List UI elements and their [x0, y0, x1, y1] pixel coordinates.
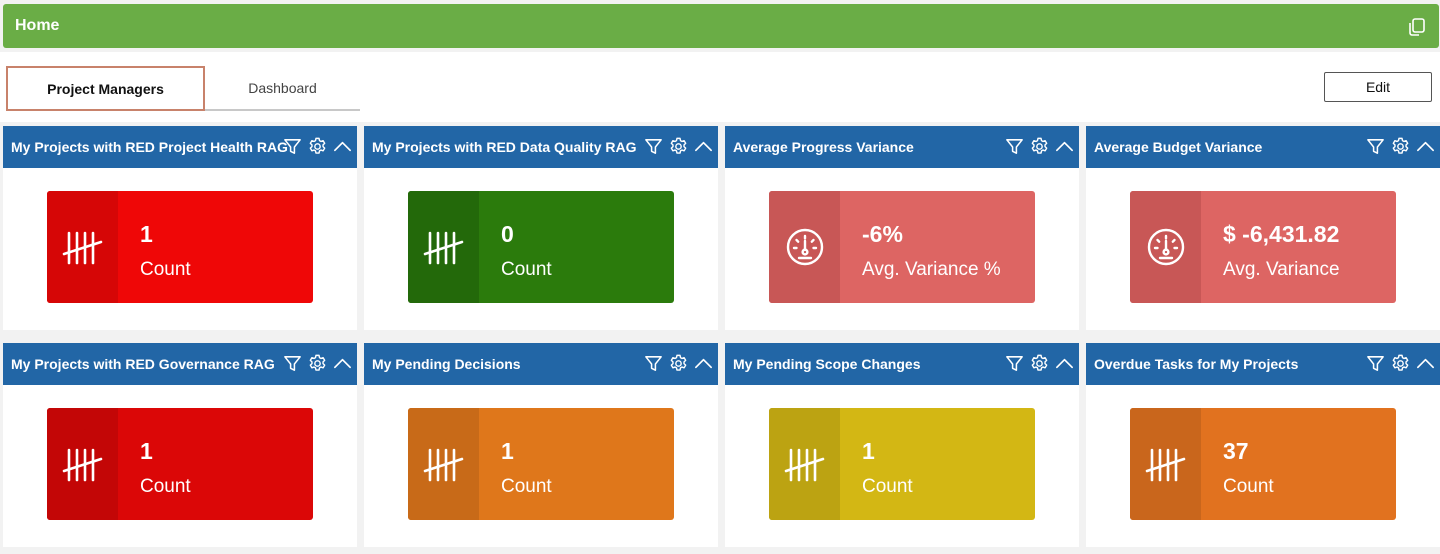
card-header-actions	[643, 353, 714, 375]
kpi-label: Count	[140, 476, 191, 497]
gear-icon[interactable]	[1390, 353, 1411, 374]
tally-icon	[408, 408, 479, 520]
card-title: Average Budget Variance	[1094, 139, 1263, 155]
tally-icon	[47, 191, 118, 303]
kpi-tile[interactable]: 0 Count	[408, 191, 674, 303]
gear-icon[interactable]	[307, 353, 328, 374]
card-header-actions	[1004, 136, 1075, 158]
copy-icon[interactable]	[1407, 17, 1427, 37]
gear-icon[interactable]	[1390, 136, 1411, 157]
card-budget-variance: Average Budget Variance $ -6,431.82 Avg.…	[1086, 126, 1440, 330]
gauge-icon	[769, 191, 840, 303]
kpi-value: $ -6,431.82	[1223, 221, 1340, 247]
gear-icon[interactable]	[668, 353, 689, 374]
card-header-actions	[282, 353, 353, 375]
card-progress-variance: Average Progress Variance -6% Avg. Varia…	[725, 126, 1079, 330]
card-title: My Pending Decisions	[372, 356, 521, 372]
kpi-value: 37	[1223, 438, 1249, 464]
filter-icon[interactable]	[643, 353, 664, 374]
kpi-label: Avg. Variance	[1223, 259, 1340, 280]
card-governance-rag: My Projects with RED Governance RAG 1 Co…	[3, 343, 357, 547]
card-header: Average Budget Variance	[1086, 126, 1440, 168]
kpi-tile[interactable]: 1 Count	[47, 408, 313, 520]
filter-icon[interactable]	[1004, 136, 1025, 157]
tally-icon	[769, 408, 840, 520]
card-project-health-rag: My Projects with RED Project Health RAG …	[3, 126, 357, 330]
card-title: Average Progress Variance	[733, 139, 914, 155]
tally-icon	[408, 191, 479, 303]
card-header: Average Progress Variance	[725, 126, 1079, 168]
card-header: My Projects with RED Governance RAG	[3, 343, 357, 385]
kpi-tile[interactable]: 1 Count	[47, 191, 313, 303]
card-header: Overdue Tasks for My Projects	[1086, 343, 1440, 385]
kpi-value: 0	[501, 221, 514, 247]
kpi-label: Count	[501, 259, 552, 280]
top-bar: Home	[3, 4, 1439, 48]
kpi-tile[interactable]: 1 Count	[408, 408, 674, 520]
card-pending-scope-changes: My Pending Scope Changes 1 Count	[725, 343, 1079, 547]
filter-icon[interactable]	[282, 136, 303, 157]
tally-icon	[47, 408, 118, 520]
chevron-up-icon[interactable]	[1415, 353, 1436, 374]
card-header: My Projects with RED Project Health RAG	[3, 126, 357, 168]
gear-icon[interactable]	[307, 136, 328, 157]
filter-icon[interactable]	[643, 136, 664, 157]
chevron-up-icon[interactable]	[693, 353, 714, 374]
kpi-value: 1	[140, 438, 153, 464]
filter-icon[interactable]	[1004, 353, 1025, 374]
card-overdue-tasks: Overdue Tasks for My Projects 37 Count	[1086, 343, 1440, 547]
tally-icon	[1130, 408, 1201, 520]
card-header: My Pending Decisions	[364, 343, 718, 385]
gear-icon[interactable]	[1029, 136, 1050, 157]
chevron-up-icon[interactable]	[1054, 136, 1075, 157]
kpi-tile[interactable]: 1 Count	[769, 408, 1035, 520]
card-title: My Pending Scope Changes	[733, 356, 921, 372]
kpi-value: 1	[501, 438, 514, 464]
card-title: My Projects with RED Project Health RAG	[11, 139, 288, 155]
card-title: My Projects with RED Data Quality RAG	[372, 139, 637, 155]
card-data-quality-rag: My Projects with RED Data Quality RAG 0 …	[364, 126, 718, 330]
card-header: My Projects with RED Data Quality RAG	[364, 126, 718, 168]
chevron-up-icon[interactable]	[332, 136, 353, 157]
kpi-value: 1	[140, 221, 153, 247]
kpi-label: Count	[862, 476, 913, 497]
chevron-up-icon[interactable]	[693, 136, 714, 157]
kpi-tile[interactable]: $ -6,431.82 Avg. Variance	[1130, 191, 1396, 303]
page-title: Home	[15, 17, 60, 34]
filter-icon[interactable]	[1365, 353, 1386, 374]
kpi-tile[interactable]: -6% Avg. Variance %	[769, 191, 1035, 303]
filter-icon[interactable]	[282, 353, 303, 374]
card-header-actions	[643, 136, 714, 158]
card-header-actions	[1365, 353, 1436, 375]
card-title: My Projects with RED Governance RAG	[11, 356, 275, 372]
kpi-label: Avg. Variance %	[862, 259, 1001, 280]
card-header-actions	[282, 136, 353, 158]
kpi-value: 1	[862, 438, 875, 464]
card-header: My Pending Scope Changes	[725, 343, 1079, 385]
chevron-up-icon[interactable]	[332, 353, 353, 374]
gear-icon[interactable]	[668, 136, 689, 157]
card-title: Overdue Tasks for My Projects	[1094, 356, 1299, 372]
tab-project-managers[interactable]: Project Managers	[6, 66, 205, 111]
kpi-value: -6%	[862, 221, 903, 247]
card-header-actions	[1365, 136, 1436, 158]
kpi-tile[interactable]: 37 Count	[1130, 408, 1396, 520]
kpi-label: Count	[1223, 476, 1274, 497]
filter-icon[interactable]	[1365, 136, 1386, 157]
card-header-actions	[1004, 353, 1075, 375]
chevron-up-icon[interactable]	[1054, 353, 1075, 374]
tab-dashboard[interactable]: Dashboard	[205, 66, 360, 111]
card-pending-decisions: My Pending Decisions 1 Count	[364, 343, 718, 547]
kpi-label: Count	[140, 259, 191, 280]
kpi-label: Count	[501, 476, 552, 497]
chevron-up-icon[interactable]	[1415, 136, 1436, 157]
edit-button[interactable]: Edit	[1324, 72, 1432, 102]
gauge-icon	[1130, 191, 1201, 303]
gear-icon[interactable]	[1029, 353, 1050, 374]
